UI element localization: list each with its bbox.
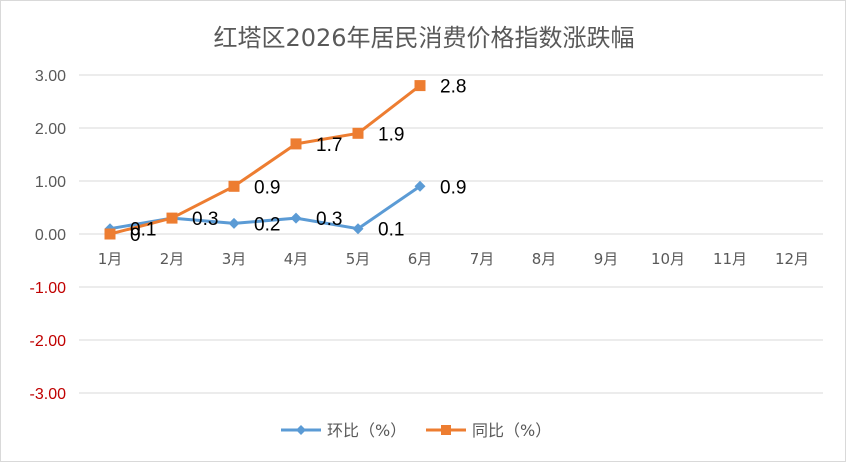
legend-label: 同比（%） [472, 421, 551, 440]
x-tick-label: 3月 [222, 250, 247, 268]
data-label: 0.2 [254, 214, 280, 235]
data-label: 1.9 [378, 124, 404, 145]
x-tick-label: 8月 [532, 250, 557, 268]
data-label: 0.9 [254, 177, 280, 198]
data-label: 0.3 [316, 209, 342, 230]
series-line [109, 84, 421, 236]
data-label: 0.3 [192, 209, 218, 230]
data-label: 0.1 [130, 220, 156, 241]
y-tick-label: 0.00 [35, 227, 66, 244]
x-tick-label: 5月 [346, 250, 371, 268]
data-point-diamond [352, 223, 364, 235]
data-point-square [290, 138, 302, 150]
y-tick-label: -3.00 [30, 386, 67, 403]
data-point-square [228, 180, 240, 192]
y-axis-ticks: 3.00 2.00 1.00 0.00 -1.00 -2.00 -3.00 [30, 68, 67, 403]
y-tick-label: -2.00 [30, 333, 67, 350]
x-tick-label: 4月 [284, 250, 309, 268]
data-point-square [352, 127, 364, 139]
x-axis-ticks: 1月 2月 3月 4月 5月 6月 7月 8月 9月 10月 11月 12月 [98, 250, 809, 268]
x-tick-label: 9月 [594, 250, 619, 268]
legend: 环比（%） 同比（%） [281, 421, 551, 440]
x-tick-label: 12月 [775, 250, 809, 268]
x-tick-label: 10月 [651, 250, 685, 268]
data-point-diamond [290, 212, 302, 224]
data-labels: 0.1 0.3 0.2 0.3 0.1 0.9 0 0.9 1.7 1.9 2.8 [130, 77, 466, 246]
legend-label: 环比（%） [327, 421, 406, 440]
x-tick-label: 7月 [470, 250, 495, 268]
y-tick-label: 1.00 [35, 174, 66, 191]
data-point-square [166, 212, 178, 224]
x-tick-label: 6月 [408, 250, 433, 268]
x-tick-label: 1月 [98, 250, 123, 268]
y-tick-label: 3.00 [35, 68, 66, 85]
legend-marker [296, 425, 306, 435]
x-tick-label: 2月 [160, 250, 185, 268]
legend-marker [441, 425, 451, 435]
grid-lines [79, 74, 823, 394]
data-label: 0 [130, 225, 141, 246]
data-point-square [414, 80, 426, 92]
data-label: 1.7 [316, 135, 342, 156]
data-label: 0.9 [440, 177, 466, 198]
data-point-diamond [228, 217, 240, 229]
y-tick-label: 2.00 [35, 121, 66, 138]
data-point-diamond [414, 180, 426, 192]
series-lines [104, 80, 426, 240]
x-tick-label: 11月 [713, 250, 747, 268]
data-label: 0.1 [378, 220, 404, 241]
chart-title: 红塔区2026年居民消费价格指数涨跌幅 [213, 24, 634, 52]
data-point-square [104, 228, 116, 240]
data-label: 2.8 [440, 77, 466, 98]
y-tick-label: -1.00 [30, 280, 67, 297]
